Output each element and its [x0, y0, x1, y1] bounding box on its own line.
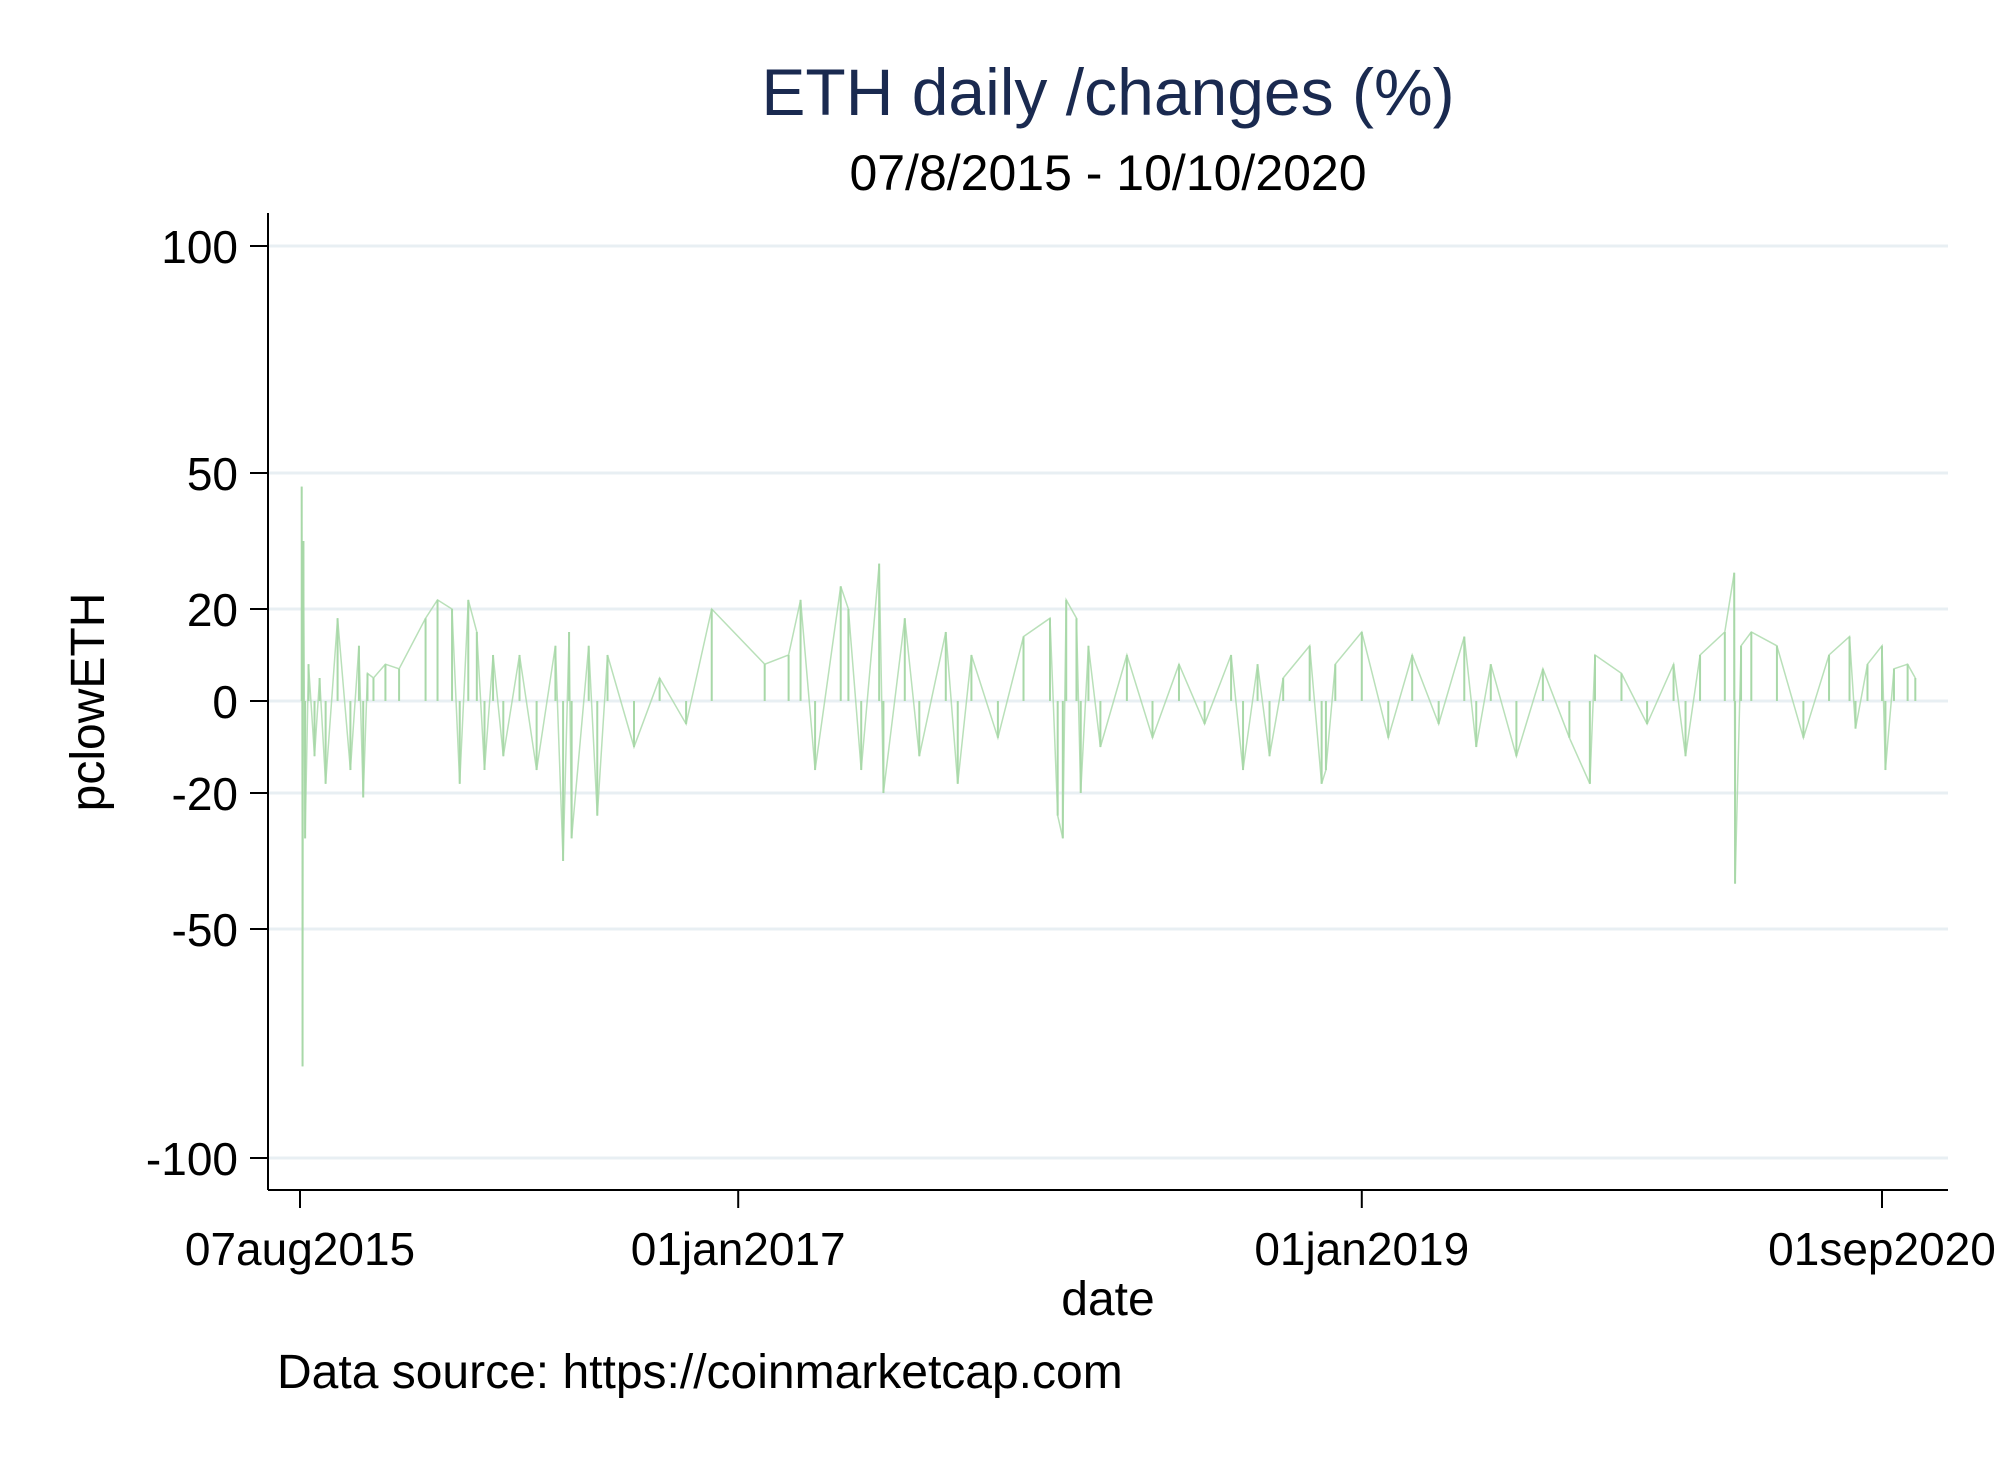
y-tick-label: -20	[172, 768, 238, 820]
series-line	[300, 486, 1916, 1067]
y-tick-label: 50	[187, 448, 238, 500]
x-axis-ticks: 07aug2015 01jan2017 01jan2019 01sep2020	[185, 1190, 1996, 1275]
gridlines	[268, 244, 1948, 1160]
chart-subtitle: 07/8/2015 - 10/10/2020	[849, 145, 1366, 201]
y-tick-label: 20	[187, 584, 238, 636]
x-tick-label: 01jan2017	[631, 1223, 846, 1275]
x-axis-label: date	[1061, 1273, 1154, 1326]
y-axis-label: pclowETH	[62, 593, 115, 812]
data-source-note: Data source: https://coinmarketcap.com	[277, 1346, 1123, 1399]
x-tick-label: 07aug2015	[185, 1223, 415, 1275]
y-tick-label: -50	[172, 904, 238, 956]
x-tick-label: 01jan2019	[1254, 1223, 1469, 1275]
y-axis-ticks: 100 50 20 0 -20 -50 -100	[146, 221, 268, 1185]
chart-title: ETH daily /changes (%)	[761, 55, 1454, 129]
y-tick-label: 100	[161, 221, 238, 273]
y-tick-label: 0	[212, 676, 238, 728]
x-tick-label: 01sep2020	[1768, 1223, 1996, 1275]
series-pclowETH	[300, 486, 1917, 1067]
y-tick-label: -100	[146, 1133, 238, 1185]
